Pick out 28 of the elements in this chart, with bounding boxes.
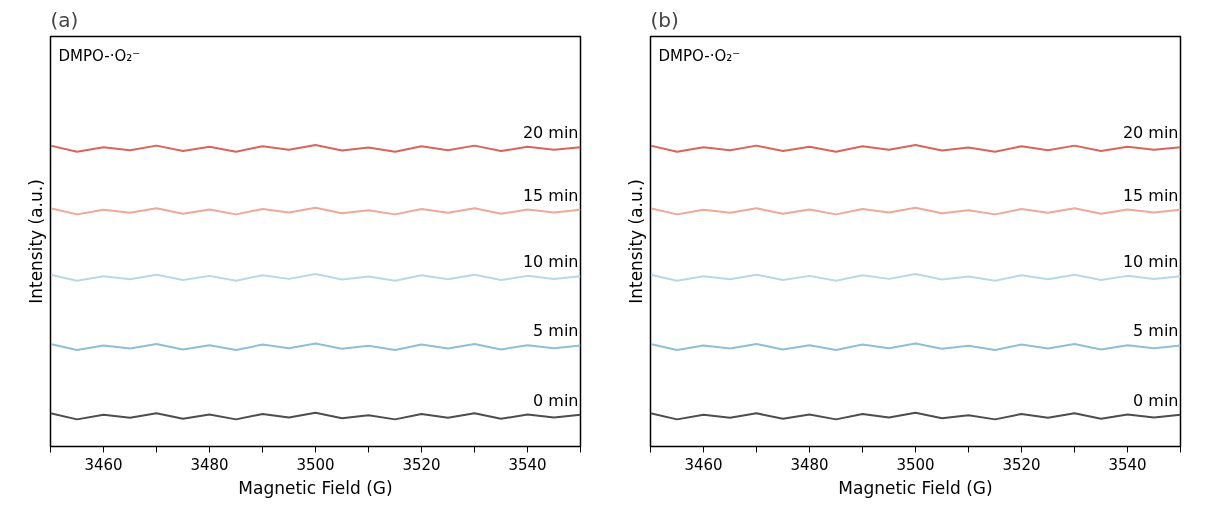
x-tick-label: 3500 [296,455,335,474]
series-label: 5 min [1133,321,1179,341]
x-tick-label: 3500 [896,455,935,474]
x-tick-label: 3460 [684,455,723,474]
text: DMPO-·O₂⁻ [58,46,141,65]
series-label: 10 min [1122,252,1179,272]
text: DMPO-·O₂⁻ [658,46,741,65]
x-tick-label: 3480 [790,455,829,474]
chart-title: (b) [650,7,679,32]
y-axis-title: Intensity (a.u.) [625,179,646,304]
series-label: 0 min [533,390,579,410]
y-axis-title: Intensity (a.u.) [25,179,46,304]
series-label: 20 min [1122,123,1179,143]
series-label: 0 min [1133,390,1179,410]
series-label: 10 min [522,252,579,272]
series-label: 5 min [533,321,579,341]
x-axis-title: Magnetic Field (G) [838,477,993,498]
x-tick-label: 3460 [84,455,123,474]
x-tick-label: 3540 [508,455,547,474]
chart-title: (a) [50,7,79,32]
x-tick-label: 3520 [1002,455,1041,474]
x-tick-label: 3480 [190,455,229,474]
series-label: 15 min [522,185,579,205]
x-tick-label: 3520 [402,455,441,474]
x-axis-title: Magnetic Field (G) [238,477,393,498]
series-label: 15 min [1122,185,1179,205]
x-tick-label: 3540 [1108,455,1147,474]
series-label: 20 min [522,123,579,143]
